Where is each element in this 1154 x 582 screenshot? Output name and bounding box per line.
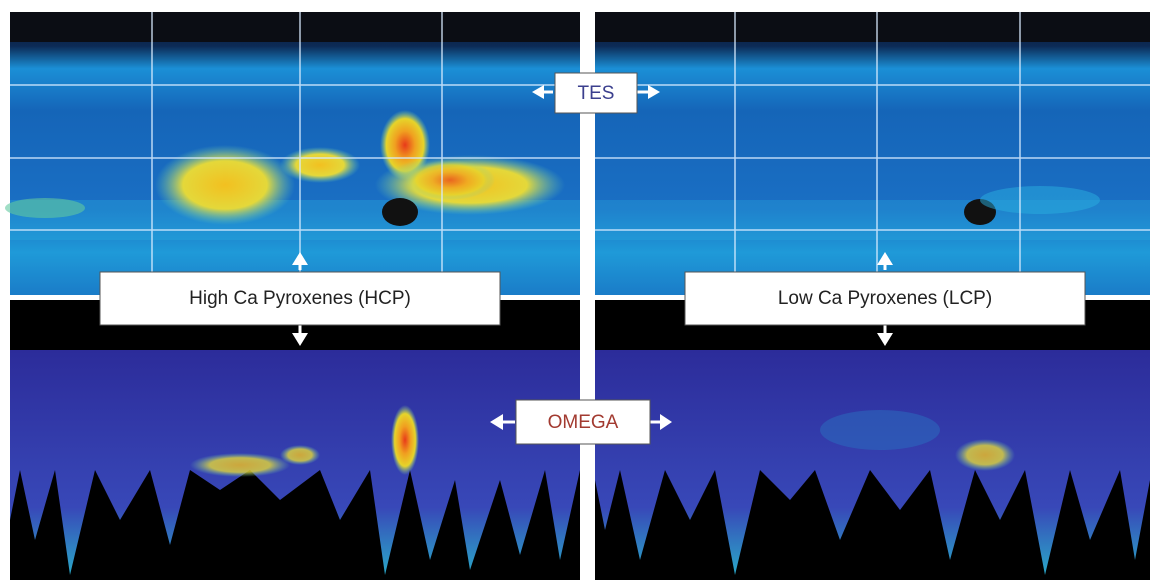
tes-lcp-map <box>595 12 1150 295</box>
hcp-box <box>99 271 501 326</box>
tes-hcp-map <box>5 12 580 295</box>
omega-lcp-map <box>595 300 1150 580</box>
grid <box>10 12 1150 295</box>
lcp-label: Low Ca Pyroxenes (LCP) <box>778 288 992 309</box>
arrows <box>292 85 893 430</box>
omega-box <box>515 399 651 445</box>
omega-hcp-map <box>10 300 580 580</box>
tes-box <box>554 72 638 114</box>
omega-label: OMEGA <box>548 412 619 433</box>
tes-label: TES <box>578 83 615 104</box>
hcp-label: High Ca Pyroxenes (HCP) <box>189 288 411 309</box>
lcp-box <box>684 271 1086 326</box>
